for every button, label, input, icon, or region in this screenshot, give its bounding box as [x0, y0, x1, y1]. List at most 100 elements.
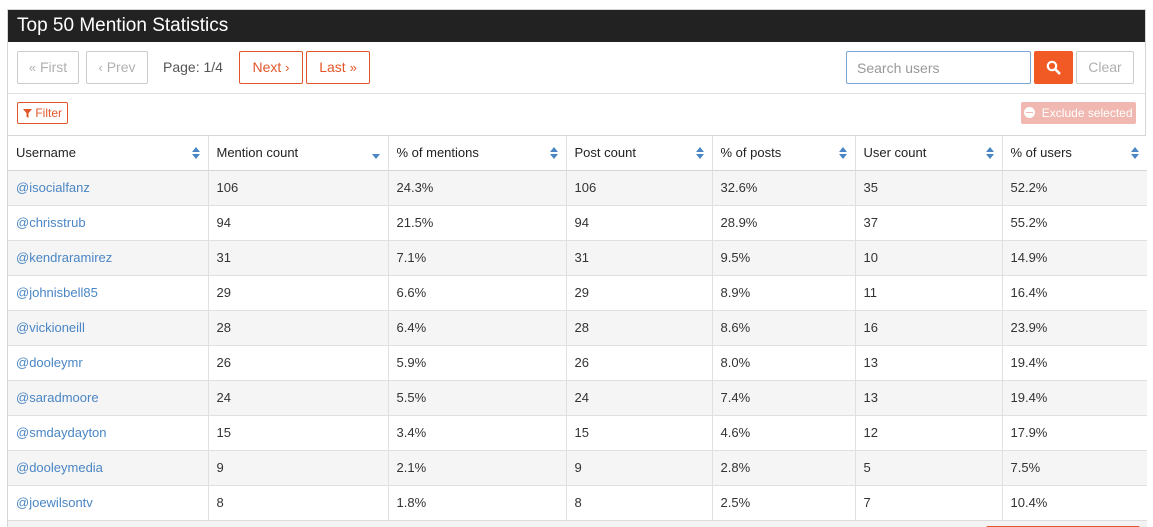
- next-page-button[interactable]: Next ›: [239, 51, 303, 84]
- username-link[interactable]: @isocialfanz: [16, 180, 90, 195]
- username-link[interactable]: @dooleymedia: [16, 460, 103, 475]
- mention-statistics-panel: Top 50 Mention Statistics « First ‹ Prev…: [7, 9, 1147, 527]
- panel-title: Top 50 Mention Statistics: [8, 10, 1145, 42]
- percent-posts-cell: 9.5%: [712, 240, 856, 276]
- percent-mentions-cell: 3.4%: [388, 415, 567, 451]
- post-count-cell: 106: [566, 170, 713, 206]
- mention-count-cell: 29: [208, 275, 389, 311]
- column-header-post-count[interactable]: Post count: [566, 136, 713, 171]
- mention-count-cell: 28: [208, 310, 389, 346]
- mention-count-cell: 8: [208, 485, 389, 521]
- username-cell[interactable]: @saradmoore: [8, 380, 209, 416]
- filter-bar: Filter Exclude selected: [8, 94, 1145, 136]
- percent-mentions-cell: 1.8%: [388, 485, 567, 521]
- post-count-cell: 26: [566, 345, 713, 381]
- mention-stats-table: Username Mention count % of mentions Pos…: [8, 136, 1147, 521]
- percent-mentions-cell: 5.5%: [388, 380, 567, 416]
- table-row[interactable]: @isocialfanz 106 24.3% 106 32.6% 35 52.2…: [8, 170, 1147, 206]
- column-header-label: Mention count: [216, 145, 299, 161]
- username-link[interactable]: @joewilsontv: [16, 495, 93, 510]
- table-row[interactable]: @chrisstrub 94 21.5% 94 28.9% 37 55.2%: [8, 205, 1147, 241]
- column-header-percent-posts[interactable]: % of posts: [712, 136, 856, 171]
- column-header-percent-users[interactable]: % of users: [1002, 136, 1147, 171]
- percent-posts-cell: 4.6%: [712, 415, 856, 451]
- mention-count-cell: 26: [208, 345, 389, 381]
- table-row[interactable]: @joewilsontv 8 1.8% 8 2.5% 7 10.4%: [8, 485, 1147, 521]
- sort-icon: [549, 147, 558, 159]
- mention-count-cell: 94: [208, 205, 389, 241]
- post-count-cell: 15: [566, 415, 713, 451]
- filter-button[interactable]: Filter: [17, 102, 68, 124]
- percent-users-cell: 55.2%: [1002, 205, 1147, 241]
- search-input[interactable]: [846, 51, 1031, 84]
- double-chevron-right-icon: »: [349, 60, 357, 75]
- column-header-user-count[interactable]: User count: [855, 136, 1003, 171]
- column-header-label: Username: [16, 145, 76, 161]
- last-page-button[interactable]: Last »: [306, 51, 370, 84]
- mention-count-cell: 24: [208, 380, 389, 416]
- post-count-cell: 9: [566, 450, 713, 486]
- table-row[interactable]: @dooleymedia 9 2.1% 9 2.8% 5 7.5%: [8, 450, 1147, 486]
- username-cell[interactable]: @isocialfanz: [8, 170, 209, 206]
- bottom-pagination-strip: [8, 520, 1147, 527]
- table-header-row: Username Mention count % of mentions Pos…: [8, 136, 1147, 171]
- username-cell[interactable]: @dooleymr: [8, 345, 209, 381]
- username-cell[interactable]: @johnisbell85: [8, 275, 209, 311]
- username-link[interactable]: @vickioneill: [16, 320, 85, 335]
- username-cell[interactable]: @kendraramirez: [8, 240, 209, 276]
- username-link[interactable]: @smdaydayton: [16, 425, 107, 440]
- username-cell[interactable]: @dooleymedia: [8, 450, 209, 486]
- exclude-selected-button[interactable]: Exclude selected: [1021, 102, 1136, 124]
- percent-mentions-cell: 7.1%: [388, 240, 567, 276]
- username-link[interactable]: @saradmoore: [16, 390, 99, 405]
- mention-count-cell: 9: [208, 450, 389, 486]
- minus-circle-icon: [1024, 107, 1036, 118]
- percent-users-cell: 52.2%: [1002, 170, 1147, 206]
- table-row[interactable]: @vickioneill 28 6.4% 28 8.6% 16 23.9%: [8, 310, 1147, 346]
- pagination-toolbar: « First ‹ Prev Page: 1/4 Next › Last » C…: [8, 42, 1145, 94]
- user-count-cell: 7: [855, 485, 1003, 521]
- search-button[interactable]: [1034, 51, 1073, 84]
- prev-page-button[interactable]: ‹ Prev: [86, 51, 148, 84]
- username-link[interactable]: @johnisbell85: [16, 285, 98, 300]
- percent-users-cell: 16.4%: [1002, 275, 1147, 311]
- username-cell[interactable]: @vickioneill: [8, 310, 209, 346]
- column-header-label: % of posts: [720, 145, 782, 161]
- mention-count-cell: 31: [208, 240, 389, 276]
- username-link[interactable]: @kendraramirez: [16, 250, 113, 265]
- percent-posts-cell: 8.9%: [712, 275, 856, 311]
- percent-users-cell: 23.9%: [1002, 310, 1147, 346]
- table-row[interactable]: @smdaydayton 15 3.4% 15 4.6% 12 17.9%: [8, 415, 1147, 451]
- chevron-right-icon: ›: [285, 60, 290, 75]
- table-row[interactable]: @johnisbell85 29 6.6% 29 8.9% 11 16.4%: [8, 275, 1147, 311]
- username-link[interactable]: @dooleymr: [16, 355, 83, 370]
- username-cell[interactable]: @chrisstrub: [8, 205, 209, 241]
- user-count-cell: 16: [855, 310, 1003, 346]
- username-cell[interactable]: @smdaydayton: [8, 415, 209, 451]
- user-count-cell: 37: [855, 205, 1003, 241]
- percent-mentions-cell: 2.1%: [388, 450, 567, 486]
- column-header-username[interactable]: Username: [8, 136, 209, 171]
- percent-mentions-cell: 6.6%: [388, 275, 567, 311]
- percent-users-cell: 19.4%: [1002, 345, 1147, 381]
- column-header-percent-mentions[interactable]: % of mentions: [388, 136, 567, 171]
- post-count-cell: 29: [566, 275, 713, 311]
- column-header-mention-count[interactable]: Mention count: [208, 136, 389, 171]
- user-count-cell: 35: [855, 170, 1003, 206]
- clear-search-button[interactable]: Clear: [1076, 51, 1134, 84]
- exclude-selected-label: Exclude selected: [1041, 106, 1133, 120]
- double-chevron-left-icon: «: [28, 60, 37, 75]
- user-count-cell: 13: [855, 345, 1003, 381]
- username-cell[interactable]: @joewilsontv: [8, 485, 209, 521]
- sort-icon: [985, 147, 994, 159]
- post-count-cell: 28: [566, 310, 713, 346]
- column-header-label: % of users: [1010, 145, 1072, 161]
- table-row[interactable]: @dooleymr 26 5.9% 26 8.0% 13 19.4%: [8, 345, 1147, 381]
- percent-posts-cell: 28.9%: [712, 205, 856, 241]
- user-count-cell: 12: [855, 415, 1003, 451]
- table-row[interactable]: @kendraramirez 31 7.1% 31 9.5% 10 14.9%: [8, 240, 1147, 276]
- username-link[interactable]: @chrisstrub: [16, 215, 86, 230]
- first-page-label: First: [39, 59, 68, 75]
- first-page-button[interactable]: « First: [17, 51, 79, 84]
- table-row[interactable]: @saradmoore 24 5.5% 24 7.4% 13 19.4%: [8, 380, 1147, 416]
